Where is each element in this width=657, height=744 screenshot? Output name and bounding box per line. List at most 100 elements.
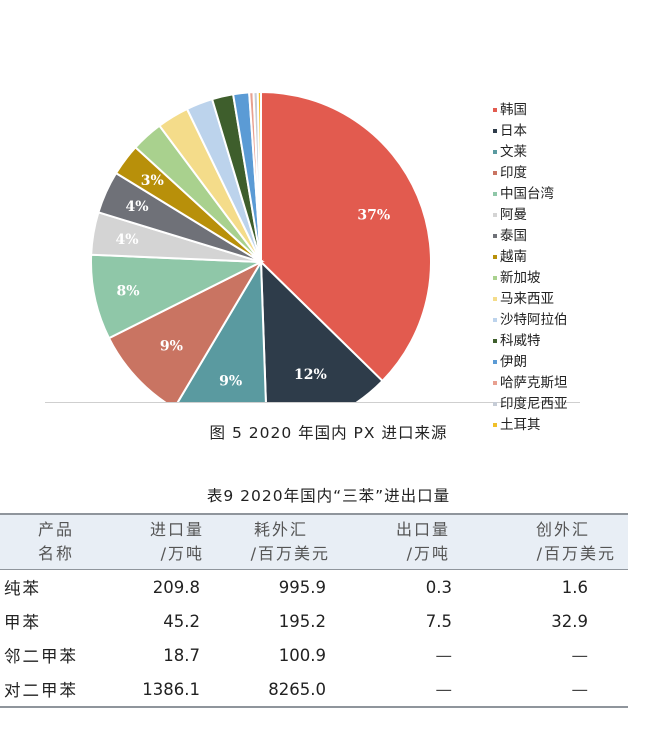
cell-forex-spent: 8265.0 [268, 679, 326, 699]
legend-label: 阿曼 [500, 207, 527, 223]
legend-swatch [493, 171, 497, 175]
header-line: /百万美元 [250, 544, 330, 563]
table-caption: 表9 2020年国内“三苯”进出口量 [206, 487, 451, 505]
table-row: 对二甲苯 1386.1 8265.0 — — [0, 672, 628, 707]
pie-data-label: 12% [294, 367, 327, 383]
legend-label: 伊朗 [500, 354, 527, 370]
cell-forex-earned: 1.6 [561, 577, 588, 597]
header-export: 出口量 /万吨 [332, 514, 466, 570]
legend-swatch [493, 108, 497, 112]
legend-swatch [493, 318, 497, 322]
legend-swatch [493, 234, 497, 238]
legend-label: 沙特阿拉伯 [500, 312, 568, 328]
legend-item: 科威特 [493, 331, 568, 352]
header-line: /万吨 [406, 544, 450, 563]
legend-item: 土耳其 [493, 415, 568, 436]
cell-import: 45.2 [163, 611, 200, 631]
legend-item: 印度 [493, 163, 568, 184]
cell-export: — [435, 679, 453, 699]
legend-swatch [493, 255, 497, 259]
legend-item: 韩国 [493, 100, 568, 121]
cell-name: 甲苯 [4, 613, 41, 632]
legend-item: 马来西亚 [493, 289, 568, 310]
header-line: 名称 [37, 544, 74, 563]
legend-item: 伊朗 [493, 352, 568, 373]
legend-item: 沙特阿拉伯 [493, 310, 568, 331]
pie-slice [107, 259, 264, 402]
legend-swatch [493, 360, 497, 364]
header-forex-earned: 创外汇 /百万美元 [466, 514, 628, 570]
legend-item: 日本 [493, 121, 568, 142]
cell-forex-earned: 32.9 [551, 611, 588, 631]
pie-slice [260, 90, 432, 383]
pie-data-label: 3% [141, 173, 164, 189]
pie-slice [256, 90, 262, 263]
legend-item: 哈萨克斯坦 [493, 373, 568, 394]
pie-slice [176, 258, 267, 402]
legend-swatch [493, 276, 497, 280]
figure-caption: 图 5 2020 年国内 PX 进口来源 [209, 424, 448, 442]
header-line: 出口量 [395, 520, 450, 539]
pie-data-label: 4% [125, 199, 148, 215]
header-line: 创外汇 [535, 520, 590, 539]
cell-name: 邻二甲苯 [4, 647, 78, 666]
legend-swatch [493, 192, 497, 196]
cell-import: 18.7 [163, 645, 200, 665]
legend-label: 印度尼西亚 [500, 396, 568, 412]
cell-name: 对二甲苯 [4, 681, 78, 700]
pie-data-label: 9% [160, 338, 183, 354]
cell-name: 纯苯 [4, 579, 41, 598]
legend-item: 泰国 [493, 226, 568, 247]
pie-data-label: 4% [115, 232, 138, 248]
legend-item: 中国台湾 [493, 184, 568, 205]
cell-forex-spent: 100.9 [278, 645, 326, 665]
legend-swatch [493, 423, 497, 427]
legend-swatch [493, 402, 497, 406]
legend-swatch [493, 297, 497, 301]
legend-swatch [493, 381, 497, 385]
cell-forex-spent: 195.2 [278, 611, 326, 631]
pie-slice [259, 259, 384, 402]
cell-export: 0.3 [425, 577, 452, 597]
pie-data-label: 9% [219, 374, 242, 390]
pie-figure: 37% 12% 9% 9% 8% 4% 4% 3% 韩国日本文莱印度中国台湾阿曼泰国越南新加坡… [45, 40, 580, 433]
legend-swatch [493, 129, 497, 133]
pie-chart: 37% 12% 9% 9% 8% 4% 4% 3% [90, 90, 432, 402]
legend-label: 中国台湾 [500, 186, 554, 202]
pie-data-label: 8% [116, 284, 139, 300]
legend-swatch [493, 339, 497, 343]
header-product: 产品 名称 [0, 514, 112, 570]
cell-forex-spent: 995.9 [278, 577, 326, 597]
legend-item: 印度尼西亚 [493, 394, 568, 415]
legend: 韩国日本文莱印度中国台湾阿曼泰国越南新加坡马来西亚沙特阿拉伯科威特伊朗哈萨克斯坦… [493, 100, 568, 436]
cell-import: 1386.1 [142, 679, 200, 699]
legend-label: 越南 [500, 249, 527, 265]
legend-label: 土耳其 [500, 417, 541, 433]
header-forex-spent: 耗外汇 /百万美元 [206, 514, 332, 570]
cell-import: 209.8 [152, 577, 200, 597]
legend-label: 哈萨克斯坦 [500, 375, 568, 391]
table-row: 甲苯 45.2 195.2 7.5 32.9 [0, 604, 628, 638]
legend-item: 新加坡 [493, 268, 568, 289]
legend-label: 日本 [500, 123, 527, 139]
legend-label: 新加坡 [500, 270, 541, 286]
table-header-row: 产品 名称 进口量 /万吨 耗外汇 /百万美元 出口量 /万吨 创外汇 /百 [0, 514, 628, 570]
table-row: 邻二甲苯 18.7 100.9 — — [0, 638, 628, 672]
legend-item: 文莱 [493, 142, 568, 163]
legend-swatch [493, 213, 497, 217]
legend-label: 韩国 [500, 102, 527, 118]
trade-table: 产品 名称 进口量 /万吨 耗外汇 /百万美元 出口量 /万吨 创外汇 /百 [0, 513, 628, 708]
legend-label: 文莱 [500, 144, 527, 160]
legend-item: 越南 [493, 247, 568, 268]
cell-forex-earned: — [571, 679, 589, 699]
pie-data-label: 37% [357, 208, 390, 224]
cell-forex-earned: — [571, 645, 589, 665]
legend-label: 印度 [500, 165, 527, 181]
legend-swatch [493, 150, 497, 154]
legend-label: 科威特 [500, 333, 541, 349]
legend-label: 马来西亚 [500, 291, 554, 307]
legend-label: 泰国 [500, 228, 527, 244]
header-line: 耗外汇 [253, 520, 308, 539]
header-line: 产品 [37, 520, 74, 539]
cell-export: 7.5 [425, 611, 452, 631]
